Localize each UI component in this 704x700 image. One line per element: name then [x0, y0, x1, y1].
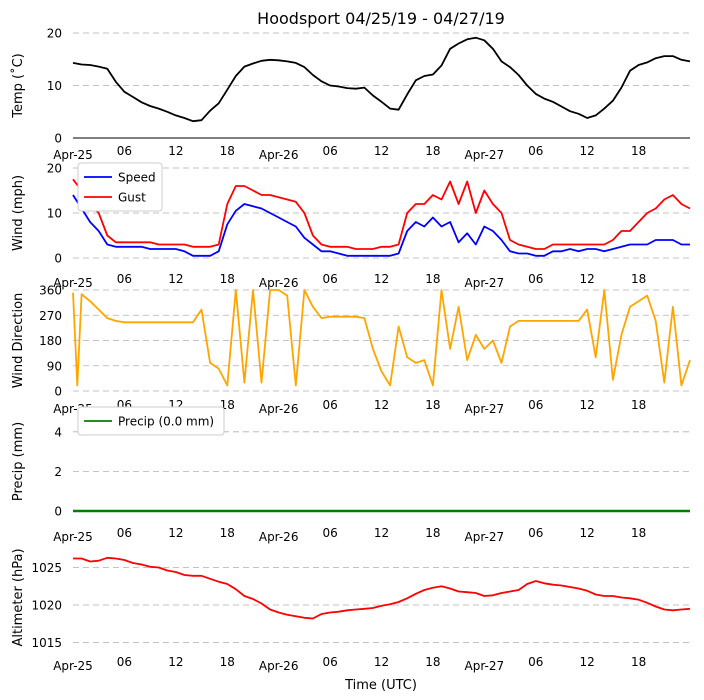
- x-axis-label: Time (UTC): [344, 678, 417, 693]
- y-tick-label-altimeter-1020: 1020: [31, 599, 62, 613]
- x-tick-label-altimeter-0: Apr-25: [53, 659, 93, 673]
- x-tick-label-altimeter-6: 12: [374, 655, 389, 669]
- x-tick-label-wind-11: 18: [631, 272, 646, 286]
- x-tick-label-wind-9: 06: [528, 272, 543, 286]
- y-tick-label-direction-270: 270: [39, 309, 62, 323]
- panel-precip: 0 2 4 Apr-25 06 12 18 Apr-26 06 12 18 Apr-27 06 12 18 P…: [11, 406, 690, 544]
- y-tick-label-temp-20: 20: [47, 27, 62, 41]
- y-tick-label-direction-360: 360: [39, 284, 62, 298]
- y-tick-label-direction-90: 90: [47, 359, 62, 373]
- x-tick-label-temp-1: 06: [117, 144, 132, 158]
- x-tick-label-temp-5: 06: [322, 144, 337, 158]
- y-axis-label-precip: Precip (mm): [11, 422, 26, 501]
- x-tick-label-temp-11: 18: [631, 144, 646, 158]
- panel-altimeter: 1015 1020 1025 Apr-25 06 12 18 Apr-26 06 12 18 Apr-…: [11, 548, 691, 673]
- x-tick-label-wind-1: 06: [117, 272, 132, 286]
- y-tick-label-temp-10: 10: [47, 79, 62, 93]
- x-tick-label-direction-9: 06: [528, 398, 543, 412]
- x-tick-label-altimeter-5: 06: [322, 655, 337, 669]
- x-tick-label-temp-8: Apr-27: [465, 148, 505, 162]
- x-tick-label-altimeter-3: 18: [220, 655, 235, 669]
- x-tick-label-wind-4: Apr-26: [259, 276, 299, 290]
- legend-label-precip-0: Precip (0.0 mm): [118, 415, 214, 429]
- series-line-wind-1: [72, 178, 691, 250]
- legend-box-precip: [77, 406, 225, 436]
- x-tick-label-temp-7: 18: [425, 144, 440, 158]
- y-tick-label-precip-2: 2: [54, 465, 62, 479]
- legend-box-wind: [77, 162, 163, 212]
- x-tick-label-direction-4: Apr-26: [259, 402, 299, 416]
- y-tick-label-wind-0: 0: [54, 252, 62, 266]
- y-axis-label-wind: Wind (mph): [11, 175, 26, 251]
- y-tick-label-precip-4: 4: [54, 425, 62, 439]
- x-tick-label-direction-6: 12: [374, 398, 389, 412]
- x-tick-label-wind-10: 12: [580, 272, 595, 286]
- x-tick-label-altimeter-2: 12: [168, 655, 183, 669]
- x-tick-label-temp-10: 12: [580, 144, 595, 158]
- x-tick-label-precip-4: Apr-26: [259, 530, 299, 544]
- legend-label-wind-0: Speed: [118, 171, 156, 185]
- x-tick-label-direction-5: 06: [322, 398, 337, 412]
- x-tick-label-direction-8: Apr-27: [465, 402, 505, 416]
- x-tick-label-altimeter-10: 12: [580, 655, 595, 669]
- y-tick-label-altimeter-1015: 1015: [31, 636, 62, 650]
- x-tick-label-direction-7: 18: [425, 398, 440, 412]
- x-tick-label-altimeter-1: 06: [117, 655, 132, 669]
- y-tick-label-precip-0: 0: [54, 505, 62, 519]
- y-tick-label-temp-0: 0: [54, 132, 62, 146]
- y-tick-label-direction-0: 0: [54, 385, 62, 399]
- x-tick-label-precip-3: 18: [220, 526, 235, 540]
- x-tick-label-temp-4: Apr-26: [259, 148, 299, 162]
- y-tick-label-direction-180: 180: [39, 334, 62, 348]
- y-tick-label-altimeter-1025: 1025: [31, 561, 62, 575]
- x-tick-label-wind-8: Apr-27: [465, 276, 505, 290]
- x-tick-label-temp-6: 12: [374, 144, 389, 158]
- x-tick-label-altimeter-8: Apr-27: [465, 659, 505, 673]
- chart-title: Hoodsport 04/25/19 - 04/27/19: [257, 9, 505, 28]
- x-tick-label-altimeter-11: 18: [631, 655, 646, 669]
- panel-temp: 0 10 20 Apr-25 06 12 18 Apr-26 06 12 18 Apr-27 06 12 1…: [10, 27, 691, 162]
- x-tick-label-precip-9: 06: [528, 526, 543, 540]
- x-tick-label-wind-3: 18: [220, 272, 235, 286]
- x-tick-label-precip-5: 06: [322, 526, 337, 540]
- x-tick-label-wind-0: Apr-25: [53, 276, 93, 290]
- x-tick-label-precip-6: 12: [374, 526, 389, 540]
- y-axis-label-direction: Wind Direction: [11, 293, 26, 389]
- y-axis-label-temp: Temp (˚C): [10, 53, 26, 119]
- x-tick-label-wind-7: 18: [425, 272, 440, 286]
- x-tick-label-temp-9: 06: [528, 144, 543, 158]
- y-axis-label-altimeter: Altimeter (hPa): [11, 548, 26, 646]
- x-tick-label-direction-11: 18: [631, 398, 646, 412]
- x-tick-label-temp-2: 12: [168, 144, 183, 158]
- y-tick-label-wind-10: 10: [47, 207, 62, 221]
- x-tick-label-altimeter-4: Apr-26: [259, 659, 299, 673]
- x-tick-label-direction-10: 12: [580, 398, 595, 412]
- x-tick-label-temp-3: 18: [220, 144, 235, 158]
- series-line-wind-0: [72, 194, 690, 257]
- series-line-direction-0: [72, 289, 691, 387]
- series-line-altimeter-0: [73, 556, 691, 620]
- x-tick-label-precip-11: 18: [631, 526, 646, 540]
- x-tick-label-temp-0: Apr-25: [53, 148, 93, 162]
- x-tick-label-precip-2: 12: [168, 526, 183, 540]
- x-tick-label-wind-2: 12: [168, 272, 183, 286]
- x-tick-label-wind-5: 06: [322, 272, 337, 286]
- x-tick-label-precip-10: 12: [580, 526, 595, 540]
- x-tick-label-precip-0: Apr-25: [53, 530, 93, 544]
- panel-wind: 0 10 20 Apr-25 06 12 18 Apr-26 06 12 18 Apr-27 06 12 1…: [11, 162, 691, 290]
- series-line-temp-0: [72, 36, 691, 123]
- x-tick-label-altimeter-9: 06: [528, 655, 543, 669]
- x-tick-label-precip-8: Apr-27: [465, 530, 505, 544]
- x-tick-label-precip-1: 06: [117, 526, 132, 540]
- legend-label-wind-1: Gust: [118, 191, 146, 205]
- x-tick-label-precip-7: 18: [425, 526, 440, 540]
- x-tick-label-altimeter-7: 18: [425, 655, 440, 669]
- y-tick-label-wind-20: 20: [47, 162, 62, 176]
- x-tick-label-wind-6: 12: [374, 272, 389, 286]
